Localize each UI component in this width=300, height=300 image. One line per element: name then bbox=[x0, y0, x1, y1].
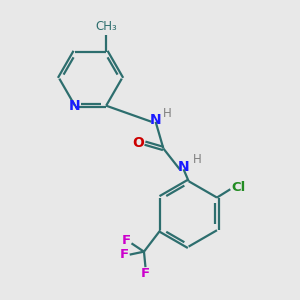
Text: H: H bbox=[163, 107, 171, 120]
Text: Cl: Cl bbox=[232, 181, 246, 194]
Text: N: N bbox=[69, 99, 81, 113]
Text: N: N bbox=[178, 160, 189, 174]
Text: F: F bbox=[122, 234, 131, 247]
Text: H: H bbox=[193, 153, 201, 166]
Text: N: N bbox=[150, 113, 161, 127]
Text: CH₃: CH₃ bbox=[95, 20, 117, 34]
Text: F: F bbox=[120, 248, 129, 261]
Text: O: O bbox=[133, 136, 144, 150]
Text: F: F bbox=[141, 267, 150, 280]
